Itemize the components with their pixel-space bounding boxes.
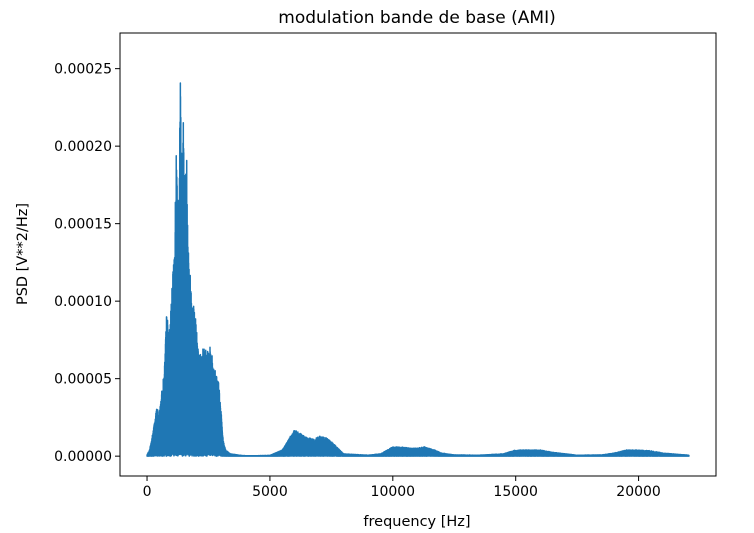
- axes-frame: [119, 32, 717, 477]
- y-axis-ticks: 0.00000 0.00005 0.00010 0.00015 0.00020 0.000…: [54, 62, 120, 465]
- x-tick-label: 0: [143, 484, 152, 500]
- x-tick-label: 15000: [493, 484, 538, 500]
- y-tick-label: 0.00005: [54, 372, 112, 388]
- y-axis-label: PSD [V**2/Hz]: [15, 203, 31, 305]
- plot-area: [146, 82, 690, 457]
- x-tick-label: 20000: [616, 484, 661, 500]
- x-tick-label: 5000: [252, 484, 288, 500]
- psd-series-line: [146, 82, 690, 457]
- y-tick-label: 0.00025: [54, 62, 112, 78]
- x-axis-label: frequency [Hz]: [363, 514, 470, 530]
- x-axis-ticks: 0 5000 10000 15000 20000: [143, 476, 661, 500]
- chart-title: modulation bande de base (AMI): [278, 8, 555, 28]
- x-tick-label: 10000: [371, 484, 416, 500]
- y-tick-label: 0.00015: [54, 217, 112, 233]
- y-tick-label: 0.00010: [54, 294, 112, 310]
- y-tick-label: 0.00000: [54, 449, 112, 465]
- y-tick-label: 0.00020: [54, 139, 112, 155]
